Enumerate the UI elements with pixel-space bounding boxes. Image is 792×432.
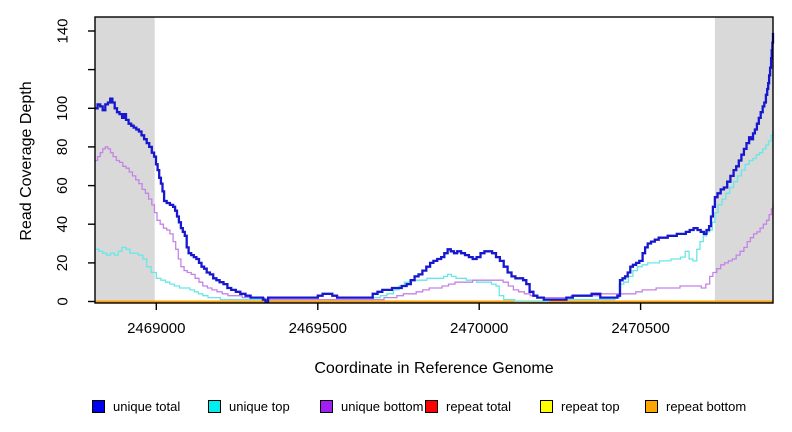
y-tick-label: 80 [54,139,71,156]
legend-label: repeat total [446,399,512,414]
legend-swatch-unique-top [208,400,221,413]
x-tick-label: 2469000 [127,320,185,337]
x-tick-label: 2469500 [289,320,347,337]
y-tick-label: 100 [54,96,71,121]
legend-label: repeat bottom [666,399,747,414]
legend-item-unique-top: unique top [208,399,290,414]
legend-swatch-unique-bottom [320,400,333,413]
legend-item-repeat-top: repeat top [540,399,620,414]
legend-label: unique total [113,399,181,414]
x-tick-label: 2470000 [450,320,508,337]
y-tick-label: 140 [54,18,71,43]
legend-swatch-unique-total [92,400,105,413]
y-axis-title: Read Coverage Depth [18,81,35,241]
right-repeat-region [714,17,773,303]
y-tick-label: 60 [54,177,71,194]
y-tick-label: 20 [54,255,71,272]
y-tick-label: 0 [54,297,71,305]
legend-label: unique top [229,399,290,414]
series-unique-top [95,131,774,303]
x-axis-title: Coordinate in Reference Genome [314,360,554,377]
legend-item-unique-total: unique total [92,399,180,414]
series-unique-bottom [95,146,774,301]
series-unique-total [95,32,775,303]
x-tick-label: 2470500 [611,320,669,337]
plot-border [94,16,774,304]
legend-swatch-repeat-top [540,400,553,413]
legend-item-repeat-bottom: repeat bottom [645,399,746,414]
left-repeat-region [95,17,155,303]
legend-swatch-repeat-bottom [645,400,658,413]
legend-label: repeat top [561,399,620,414]
legend-item-unique-bottom: unique bottom [320,399,423,414]
legend-item-repeat-total: repeat total [425,399,511,414]
legend-swatch-repeat-total [425,400,438,413]
y-tick-label: 40 [54,216,71,233]
legend-label: unique bottom [341,399,424,414]
